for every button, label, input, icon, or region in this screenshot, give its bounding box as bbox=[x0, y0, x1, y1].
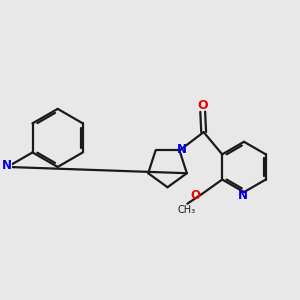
Text: N: N bbox=[2, 160, 12, 172]
Text: N: N bbox=[238, 190, 248, 202]
Text: O: O bbox=[190, 189, 200, 202]
Text: N: N bbox=[176, 142, 186, 155]
Text: CH₃: CH₃ bbox=[178, 206, 196, 215]
Text: O: O bbox=[197, 99, 208, 112]
